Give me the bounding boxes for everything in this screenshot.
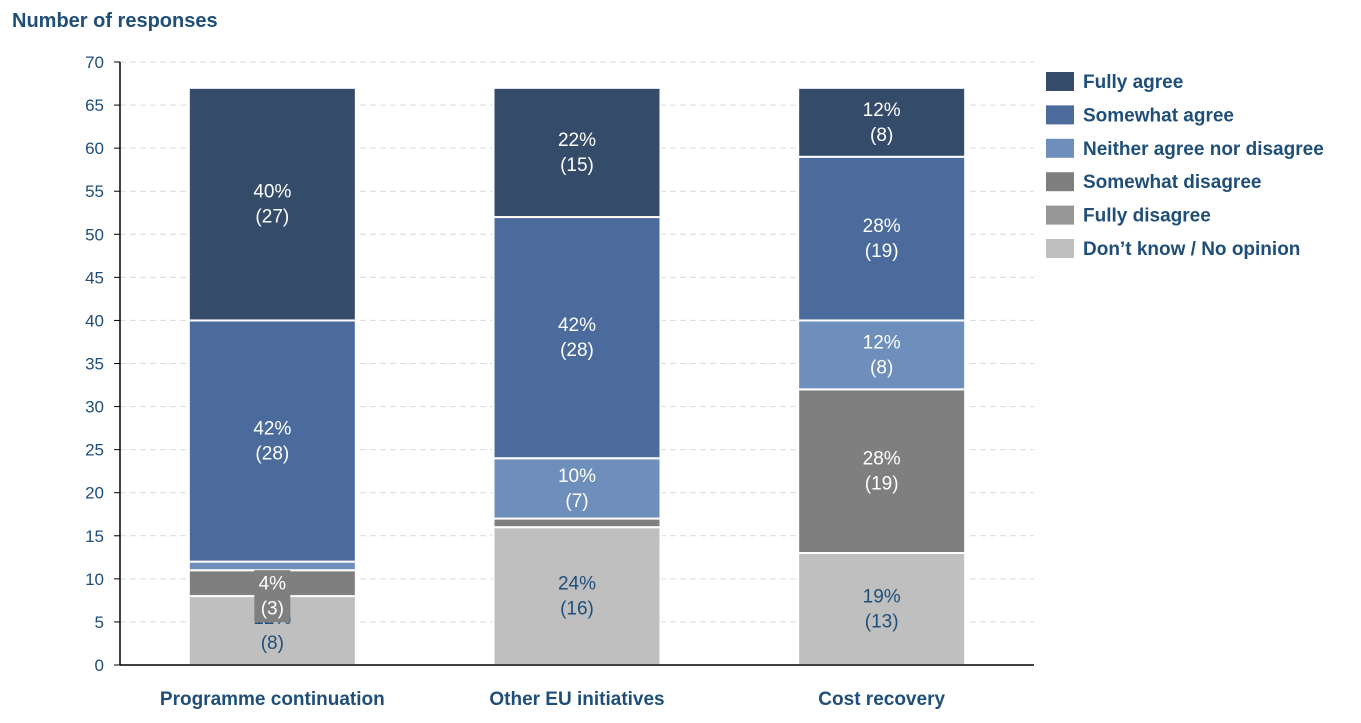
legend-item: Fully agree — [1046, 72, 1183, 93]
bar-segment-don-t-know-no-opinion — [797, 552, 967, 666]
data-label-line: 42% — [558, 315, 596, 336]
data-label-line: (28) — [255, 444, 289, 465]
bar-segment-neither-agree-nor-disagree — [187, 560, 357, 572]
y-tick-label: 70 — [85, 53, 104, 72]
data-label-line: (7) — [565, 491, 588, 512]
bar-segment-somewhat-agree — [187, 319, 357, 563]
y-tick-label: 60 — [85, 139, 104, 158]
legend-swatch — [1046, 239, 1074, 258]
data-label: 22% (15) — [558, 130, 596, 176]
bar-segment-somewhat-disagree — [797, 388, 967, 555]
data-label-line: 42% — [253, 419, 291, 440]
category-label: Programme continuation — [160, 689, 385, 710]
bar-segment-don-t-know-no-opinion — [492, 526, 662, 667]
bar-segment-fully-agree — [187, 86, 357, 322]
legend-label: Don’t know / No opinion — [1083, 239, 1300, 260]
y-tick-label: 35 — [85, 355, 104, 374]
data-label: 12%(8) — [863, 100, 901, 146]
bar-segment-neither-agree-nor-disagree — [492, 457, 662, 520]
data-label-line: 28% — [863, 216, 901, 237]
data-label-line: 12% — [863, 100, 901, 121]
y-tick-label: 30 — [85, 398, 104, 417]
data-label-line: 22% — [558, 130, 596, 151]
legend-item: Somewhat disagree — [1046, 172, 1261, 193]
data-label: 24% (16) — [558, 574, 596, 620]
data-label: 4%(3) — [254, 570, 291, 623]
data-label-line: 12% — [863, 332, 901, 353]
legend-label: Somewhat disagree — [1083, 172, 1261, 193]
y-tick-label: 50 — [85, 225, 104, 244]
bar-segment-somewhat-agree — [797, 155, 967, 322]
data-label: 12%(8) — [863, 332, 901, 378]
y-tick-label: 0 — [95, 656, 104, 675]
label-backdrop — [254, 570, 291, 623]
y-tick-label: 10 — [85, 570, 104, 589]
legend-label: Fully agree — [1083, 72, 1183, 93]
y-tick-label: 40 — [85, 311, 104, 330]
data-label-line: 19% — [863, 587, 901, 608]
category-label: Cost recovery — [818, 689, 945, 710]
y-tick-label: 15 — [85, 527, 104, 546]
data-label: 42% (28) — [253, 419, 291, 465]
data-label: 19% (13) — [863, 587, 901, 633]
legend-item: Neither agree nor disagree — [1046, 138, 1324, 160]
legend-swatch — [1046, 138, 1074, 158]
data-label-line: (27) — [255, 207, 289, 228]
legend-swatch — [1046, 205, 1074, 225]
y-axis-title: Number of responses — [12, 10, 218, 32]
y-tick-label: 25 — [85, 441, 104, 460]
legend-item: Don’t know / No opinion — [1046, 239, 1300, 260]
bar-segment-somewhat-disagree — [492, 517, 662, 529]
legend-swatch — [1046, 72, 1074, 91]
y-tick-label: 45 — [85, 268, 104, 287]
data-label-line: (19) — [865, 241, 899, 262]
legend-label: Fully disagree — [1083, 206, 1211, 227]
bar-segment-fully-agree — [492, 86, 662, 219]
y-tick-label: 5 — [95, 613, 104, 632]
data-label-line: (16) — [560, 599, 594, 620]
data-label: 10%(7) — [558, 466, 596, 512]
category-label: Other EU initiatives — [489, 689, 664, 710]
data-label: 42% (28) — [558, 315, 596, 361]
legend-label: Somewhat agree — [1083, 105, 1234, 126]
legend-swatch — [1046, 172, 1074, 192]
legend-swatch — [1046, 105, 1074, 125]
data-label-line: (15) — [560, 155, 594, 176]
y-tick-label: 65 — [85, 96, 104, 115]
bars: 12%(8)4%(3)42%(28)40%(27)24%(16)10%(7)42… — [187, 86, 967, 667]
data-label: 40% (27) — [253, 182, 291, 228]
data-label-line: 28% — [863, 449, 901, 470]
axes: 0 5 10 15 20 25 30 35 40 45 50 55 60 65 70 Programme co… — [85, 53, 1034, 710]
bar-segment-fully-agree — [797, 86, 967, 158]
data-label-line: (8) — [870, 125, 893, 146]
bar-segment-neither-agree-nor-disagree — [797, 319, 967, 391]
data-label-line: (8) — [870, 357, 893, 378]
data-label-line: (28) — [560, 340, 594, 361]
legend: Fully agree Somewhat agree Neither agree n… — [1046, 72, 1324, 260]
bar-segment-somewhat-agree — [492, 216, 662, 460]
y-tick-label: 20 — [85, 484, 104, 503]
data-label-line: (8) — [261, 633, 284, 654]
data-label-line: (19) — [865, 474, 899, 495]
legend-item: Fully disagree — [1046, 205, 1211, 227]
data-label-line: 24% — [558, 574, 596, 595]
data-label-line: (3) — [261, 599, 284, 620]
data-label-line: 10% — [558, 466, 596, 487]
data-label: 28% (19) — [863, 216, 901, 262]
data-label-line: 4% — [259, 574, 287, 595]
legend-label: Neither agree nor disagree — [1083, 139, 1324, 160]
y-tick-label: 55 — [85, 182, 104, 201]
data-label: 28% (19) — [863, 449, 901, 495]
legend-item: Somewhat agree — [1046, 105, 1234, 126]
data-label-line: (13) — [865, 612, 899, 633]
data-label-line: 40% — [253, 182, 291, 203]
